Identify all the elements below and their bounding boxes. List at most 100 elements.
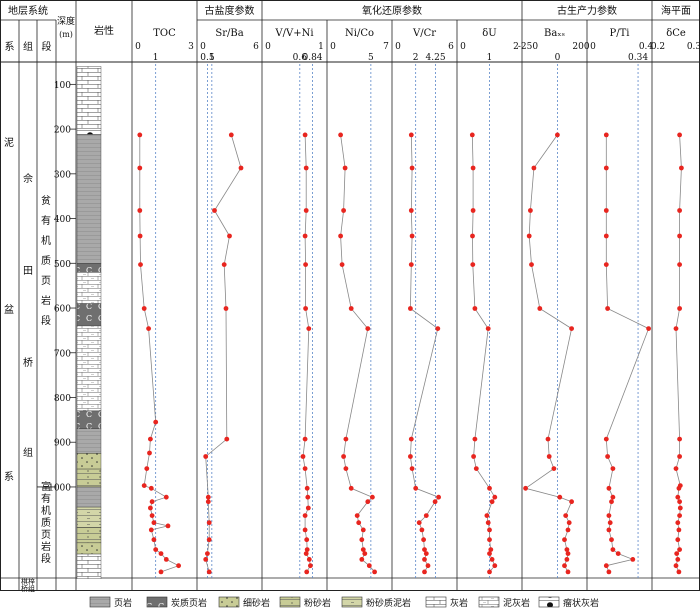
lith-shale: [76, 134, 102, 264]
data-point-1-0: [228, 132, 234, 138]
formation-label-0: 佘: [23, 172, 33, 185]
data-point-4-18: [423, 551, 429, 556]
data-point-3-21: [372, 569, 377, 575]
data-point-2-17: [303, 551, 309, 556]
data-point-3-7: [343, 436, 349, 442]
data-point-3-13: [354, 513, 360, 518]
data-point-0-17: [151, 520, 157, 526]
member2-label-4: 页: [41, 529, 51, 541]
data-point-7-20: [603, 563, 609, 569]
data-point-0-4: [138, 262, 143, 267]
axis-min-8: 0.2: [651, 42, 665, 52]
lith-fine_sandstone: [76, 542, 102, 555]
legend-label-fine_sandstone: 细砂岩: [243, 597, 270, 609]
data-point-1-1: [238, 165, 244, 171]
member2-label-1: 有: [41, 492, 51, 505]
data-point-4-19: [422, 557, 427, 562]
data-point-4-5: [408, 306, 413, 311]
formation-label-2: 桥: [23, 357, 33, 369]
data-point-2-3: [302, 233, 308, 239]
data-point-2-0: [302, 132, 308, 138]
data-point-3-12: [365, 499, 371, 505]
data-point-4-9: [409, 466, 415, 471]
data-point-4-1: [409, 165, 415, 171]
data-point-0-2: [137, 208, 143, 213]
data-point-1-6: [224, 436, 230, 442]
data-point-5-7: [472, 436, 478, 442]
data-point-3-8: [341, 454, 346, 459]
series-name-7: P/Ti: [610, 28, 630, 39]
data-point-0-19: [148, 527, 154, 533]
data-point-4-20: [425, 563, 431, 569]
data-point-7-1: [603, 165, 609, 171]
data-point-0-21: [153, 547, 159, 552]
data-point-8-11: [676, 485, 682, 491]
legend-swatch-siltstone: [279, 596, 301, 608]
axis-max-2: 1: [318, 42, 324, 52]
ref-label-6-0: 0: [555, 53, 561, 63]
formation-label-3: 组: [23, 446, 33, 459]
bottom-label-1: 桥组: [21, 584, 35, 593]
data-point-0-22: [158, 551, 164, 556]
depth-tick-label: 600: [54, 305, 71, 315]
data-point-1-4: [221, 262, 227, 267]
data-point-6-11: [557, 494, 563, 500]
data-point-8-9: [673, 466, 679, 471]
series-name-5: δU: [482, 28, 496, 39]
data-point-4-8: [408, 454, 413, 459]
data-point-5-5: [472, 306, 478, 311]
data-point-7-18: [615, 551, 621, 556]
axis-max-0: 3: [188, 42, 194, 52]
data-point-8-0: [677, 132, 682, 138]
data-point-8-15: [677, 513, 682, 518]
data-point-4-2: [408, 208, 414, 213]
outer-border: [0, 0, 700, 591]
axis-max-3: 7: [383, 42, 389, 52]
depth-tick-label: 1000: [48, 483, 71, 493]
data-point-5-3: [470, 233, 475, 239]
data-point-8-16: [675, 520, 681, 526]
member2-label-5: 岩: [41, 540, 51, 553]
data-point-6-12: [569, 499, 574, 505]
data-point-5-15: [487, 527, 492, 533]
legend-swatch-limestone: [425, 596, 447, 608]
depth-tick-label: 800: [54, 394, 71, 404]
data-point-6-15: [565, 527, 571, 533]
data-point-3-1: [342, 165, 348, 171]
lith-limestone: [76, 553, 102, 579]
group-label-2: 古生产力参数: [557, 4, 617, 17]
data-point-4-14: [416, 520, 422, 526]
data-point-7-2: [603, 208, 609, 213]
data-point-5-0: [469, 132, 475, 138]
data-point-2-1: [303, 165, 309, 171]
data-point-4-0: [408, 132, 414, 138]
data-point-0-23: [163, 557, 169, 562]
series-name-0: TOC: [153, 28, 176, 39]
data-point-5-13: [484, 513, 490, 518]
legend-label-nodular: 瘤状灰岩: [563, 597, 599, 609]
data-point-5-16: [487, 537, 492, 543]
data-point-8-6: [673, 326, 679, 331]
series-name-8: δCe: [666, 28, 686, 39]
data-point-8-7: [677, 436, 682, 442]
data-point-6-13: [563, 513, 569, 518]
data-point-3-0: [338, 132, 343, 138]
data-point-7-8: [605, 454, 610, 459]
data-point-8-14: [677, 505, 683, 511]
panel-4: V/Cr 0 6 2 4.25: [395, 28, 454, 580]
data-point-6-19: [564, 557, 570, 562]
axis-min-3: 0: [330, 42, 336, 52]
ref-label-4-0: 2: [413, 53, 419, 63]
system-label-1: 盆: [4, 303, 14, 316]
data-point-3-9: [343, 466, 349, 471]
ref-label-5-0: 1: [487, 53, 493, 63]
data-point-5-4: [470, 262, 476, 267]
axis-max-5: 2: [513, 42, 519, 52]
data-point-6-18: [565, 551, 571, 556]
series-name-6: Baₓₛ: [544, 28, 565, 39]
data-point-7-17: [610, 547, 616, 552]
data-point-4-15: [419, 527, 425, 533]
depth-header: 深度: [57, 15, 75, 27]
